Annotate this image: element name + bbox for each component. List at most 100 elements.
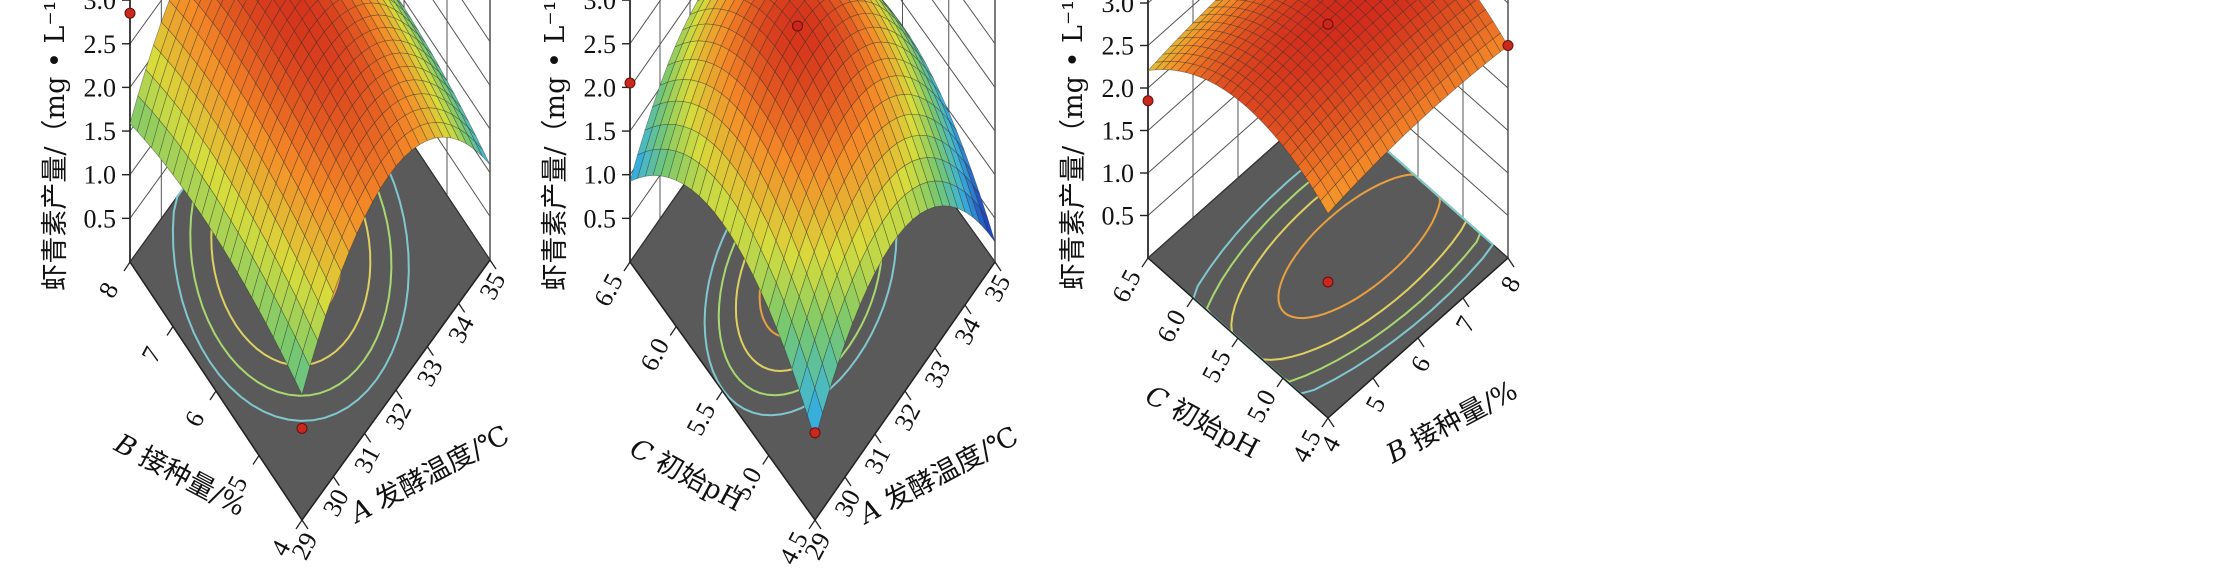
x-tick-mark bbox=[964, 304, 972, 315]
surface-cell bbox=[1342, 0, 1359, 15]
surface-cell bbox=[1316, 0, 1324, 3]
surface-cell bbox=[1229, 85, 1247, 101]
y-axis-title-letter: C bbox=[1140, 380, 1173, 417]
surface-cell bbox=[360, 0, 372, 5]
surface-cell bbox=[229, 231, 246, 274]
z-tick-label: 2.5 bbox=[1102, 32, 1135, 61]
x-axis-title-text: 发酵温度/℃ bbox=[879, 421, 1024, 518]
surface-cell bbox=[636, 126, 654, 156]
surface-cell bbox=[1349, 7, 1367, 23]
z-tick-label: 1.5 bbox=[584, 117, 617, 146]
surface-cell bbox=[682, 24, 699, 45]
surface-cell bbox=[417, 33, 434, 56]
surface-cell bbox=[378, 3, 395, 19]
surface-cell bbox=[172, 146, 189, 186]
surface-cell bbox=[1430, 0, 1437, 3]
surface-cell bbox=[1229, 36, 1247, 49]
surface-cell bbox=[1199, 68, 1217, 81]
surface-cell bbox=[760, 264, 777, 311]
surface-cell bbox=[423, 51, 440, 73]
y-tick-label: 6 bbox=[179, 406, 211, 431]
surface-cell bbox=[237, 243, 253, 286]
surface-cell bbox=[964, 161, 980, 194]
surface-cell bbox=[1290, 129, 1306, 149]
design-point bbox=[792, 20, 803, 32]
surface-cell bbox=[1405, 0, 1418, 6]
design-point bbox=[296, 422, 308, 434]
surface-cell bbox=[1410, 101, 1426, 123]
surface-cell bbox=[682, 59, 699, 81]
x-tick-mark bbox=[844, 476, 852, 487]
surface-cell bbox=[1365, 145, 1381, 167]
surface-cell bbox=[151, 119, 167, 158]
y-tick-label: 5.0 bbox=[1241, 385, 1282, 427]
surface-cell bbox=[696, 0, 701, 2]
y-axis-title-letter: B bbox=[108, 428, 141, 465]
design-point bbox=[1322, 18, 1334, 30]
surface-cell bbox=[1222, 80, 1239, 95]
y-axis-title-text: 初始pH bbox=[650, 446, 748, 518]
z-tick-label: 1.0 bbox=[584, 161, 617, 190]
surface-cell bbox=[745, 233, 762, 277]
surface-cell bbox=[675, 79, 692, 102]
x-tick-mark bbox=[426, 346, 434, 357]
surface-cell bbox=[667, 79, 684, 103]
surface-cell bbox=[1440, 38, 1456, 58]
x-tick-mark bbox=[994, 261, 1002, 272]
x-tick-mark bbox=[489, 259, 497, 270]
surface-cell bbox=[839, 0, 851, 6]
surface-cell bbox=[143, 110, 160, 149]
surface-cell bbox=[255, 64, 272, 96]
surface-cell bbox=[256, 0, 260, 3]
surface-cell bbox=[129, 95, 146, 132]
surface-cell bbox=[879, 0, 888, 8]
z-tick-label: 2.0 bbox=[584, 73, 617, 102]
surface-cell bbox=[369, 0, 380, 5]
x-tick-label: 6 bbox=[1405, 351, 1437, 376]
surface-cell bbox=[249, 1, 266, 28]
y-tick-label: 7 bbox=[136, 342, 168, 367]
surface-cell bbox=[1455, 62, 1471, 83]
chart-panel-1: 0.51.01.52.02.53.02930313233343545678A发酵… bbox=[40, 0, 514, 564]
surface-cell bbox=[875, 0, 888, 13]
z-tick-label: 0.5 bbox=[584, 204, 617, 233]
x-tick-label: 5 bbox=[1360, 391, 1392, 416]
z-axis-title: 虾青素产量/（mg • L⁻¹） bbox=[40, 0, 71, 291]
surface-cell bbox=[443, 122, 460, 141]
z-tick-label: 1.5 bbox=[84, 117, 117, 146]
surface-cell bbox=[1297, 138, 1314, 159]
surface-cell bbox=[1402, 108, 1419, 130]
surface-cell bbox=[1192, 37, 1209, 47]
surface-cell bbox=[1312, 2, 1329, 16]
surface-cell bbox=[1335, 155, 1351, 178]
design-point bbox=[124, 7, 136, 19]
surface-cell bbox=[1447, 50, 1464, 70]
surface-cell bbox=[272, 308, 289, 353]
surface-cell bbox=[782, 94, 799, 128]
z-axis-title: 虾青素产量/（mg • L⁻¹） bbox=[540, 0, 571, 291]
surface-cell bbox=[396, 134, 413, 158]
surface-cell bbox=[1267, 103, 1284, 121]
x-tick-mark bbox=[1507, 257, 1515, 268]
y-tick-mark bbox=[209, 390, 217, 401]
design-point bbox=[624, 77, 636, 89]
surface-cell bbox=[421, 79, 438, 98]
surface-cell bbox=[1237, 64, 1254, 79]
y-tick-mark bbox=[762, 455, 770, 465]
surface-cell bbox=[1378, 0, 1383, 3]
y-tick-mark bbox=[715, 390, 724, 401]
z-tick-label: 0.5 bbox=[84, 204, 117, 233]
surface-cell bbox=[1392, 0, 1400, 4]
surface-cell bbox=[1447, 32, 1464, 52]
z-tick-label: 1.0 bbox=[84, 161, 117, 190]
x-tick-mark bbox=[1462, 297, 1470, 308]
surface-cell bbox=[918, 134, 936, 159]
y-tick-label: 6.0 bbox=[1151, 305, 1192, 347]
z-tick-label: 1.0 bbox=[1102, 159, 1135, 188]
x-tick-mark bbox=[301, 519, 309, 530]
surface-cell bbox=[1274, 51, 1292, 67]
surface-cell bbox=[251, 268, 268, 312]
x-axis-title: B接种量/% bbox=[1380, 375, 1522, 470]
surface-cell bbox=[216, 0, 224, 6]
